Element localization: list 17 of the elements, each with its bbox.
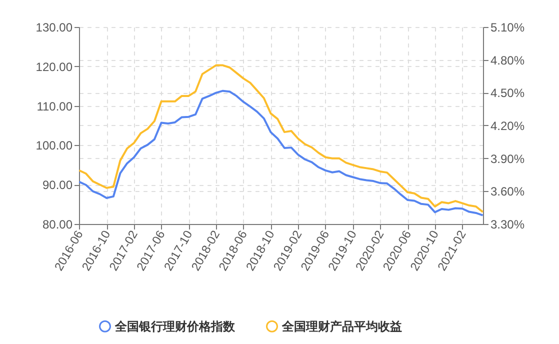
line-series	[78, 64, 484, 213]
y-tick-label: 120.00	[36, 60, 73, 74]
y2-tick-label: 4.50%	[490, 86, 525, 100]
y2-tick-label: 3.30%	[490, 218, 525, 232]
y-tick-label: 100.00	[36, 138, 73, 153]
y-tick-label: 90.00	[42, 178, 73, 192]
legend-label: 全国银行理财价格指数	[114, 319, 236, 334]
y2-tick-label: 3.90%	[490, 152, 525, 166]
y-tick-label: 130.00	[36, 20, 73, 34]
y2-tick-label: 4.80%	[490, 53, 525, 68]
y-tick-label: 110.00	[36, 99, 73, 114]
line-series	[78, 90, 484, 216]
legend-label: 全国理财产品平均收益	[281, 319, 402, 334]
y-tick-label: 80.00	[42, 218, 73, 232]
y2-tick-label: 5.10%	[490, 20, 525, 34]
y2-tick-label: 4.20%	[490, 119, 525, 133]
y2-tick-label: 3.60%	[490, 184, 525, 199]
